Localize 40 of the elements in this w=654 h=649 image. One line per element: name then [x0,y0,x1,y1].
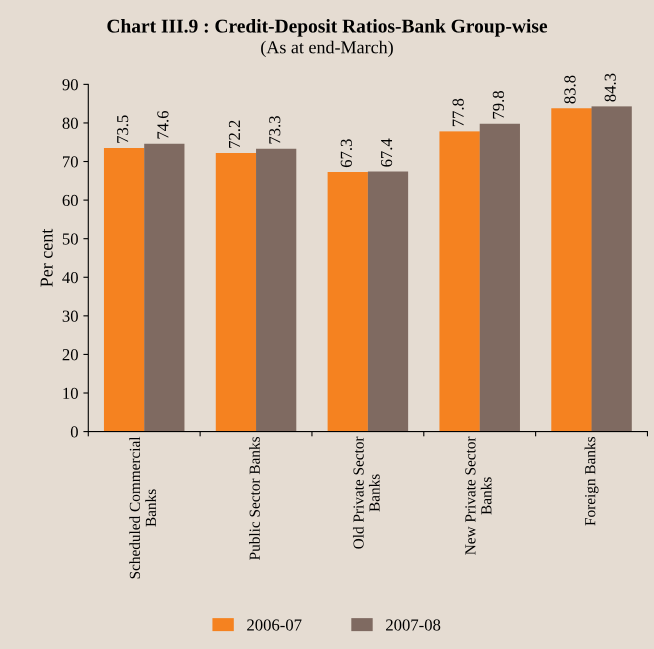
bar [216,153,256,432]
x-tick-label: Foreign Banks [584,437,598,526]
bar [368,172,408,432]
bar [480,124,520,432]
bar [144,144,184,432]
x-tick-label: New Private Sector Banks [465,436,492,555]
x-tick-label: Public Sector Banks [249,437,260,560]
data-label: 84.3 [604,74,616,102]
x-tick-label: Scheduled Commercial Banks [129,436,156,578]
data-label: 72.2 [228,120,240,148]
legend-label: 2007-08 [386,619,440,631]
chart-subtitle: (As at end-March) [261,40,393,58]
bar [551,108,592,432]
data-label: 67.3 [340,139,352,168]
data-label: 83.8 [564,76,576,104]
x-tick-label: Old Private Sector Banks [352,436,380,549]
chart-title: Chart III.9 : Credit-Deposit Ratios-Bank Group-wise [107,18,548,37]
y-tick-label: 40 [62,272,78,284]
bar [256,148,296,432]
y-tick-label: 70 [63,156,78,168]
y-axis-title: Per cent [40,228,53,287]
y-tick-label: 30 [62,310,78,322]
y-tick-label: 10 [63,388,78,399]
data-label: 77.8 [452,98,464,126]
bar [439,131,480,432]
y-tick-label: 0 [70,426,78,438]
data-label: 67.4 [380,138,392,167]
y-tick-label: 20 [62,349,78,360]
y-tick-label: 50 [62,233,78,245]
data-label: 73.5 [117,115,128,143]
bar [592,106,632,432]
bar [328,172,368,432]
y-tick-label: 60 [62,194,78,206]
data-label: 74.6 [157,110,169,139]
data-label: 79.8 [492,91,504,118]
legend-label: 2006-07 [247,619,302,631]
y-tick-label: 90 [62,79,78,90]
bar [104,148,144,432]
data-label: 73.3 [269,116,280,144]
y-tick-label: 80 [62,118,78,129]
